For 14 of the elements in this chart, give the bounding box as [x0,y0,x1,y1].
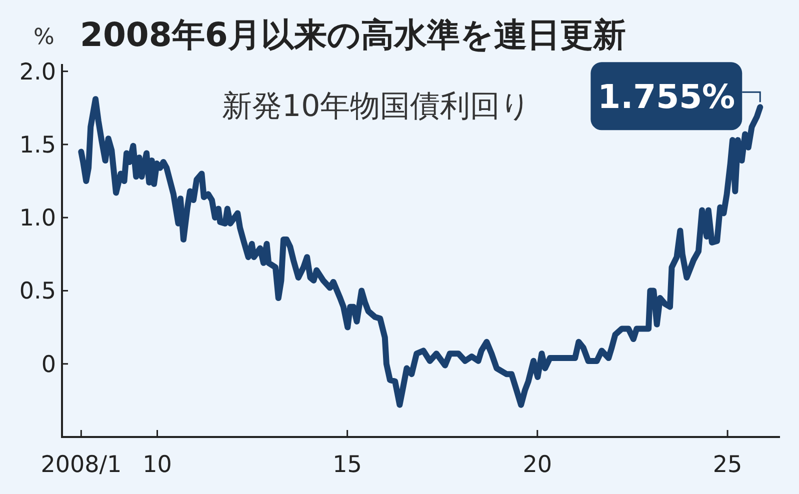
x-tick-label: 10 [142,452,172,478]
annotation: 1.755% [598,77,736,116]
y-tick-label: 0.5 [19,278,56,305]
x-tick-label: 20 [522,452,552,478]
x-tick-label: 25 [712,452,742,478]
text: 新発10年物国債利回り [222,89,532,124]
y-tick-label: 1.5 [19,132,56,158]
y-tick-label: 2.0 [19,59,56,86]
y-tick-label: 1.0 [19,206,56,232]
y-axis-title: % [34,25,54,50]
chart-title: 2008年6月以来の高水準を連日更新 [80,15,626,54]
y-tick-label: 0 [41,352,56,378]
x-tick-label: 15 [332,452,362,478]
x-tick-label: 2008/1 [40,452,122,478]
